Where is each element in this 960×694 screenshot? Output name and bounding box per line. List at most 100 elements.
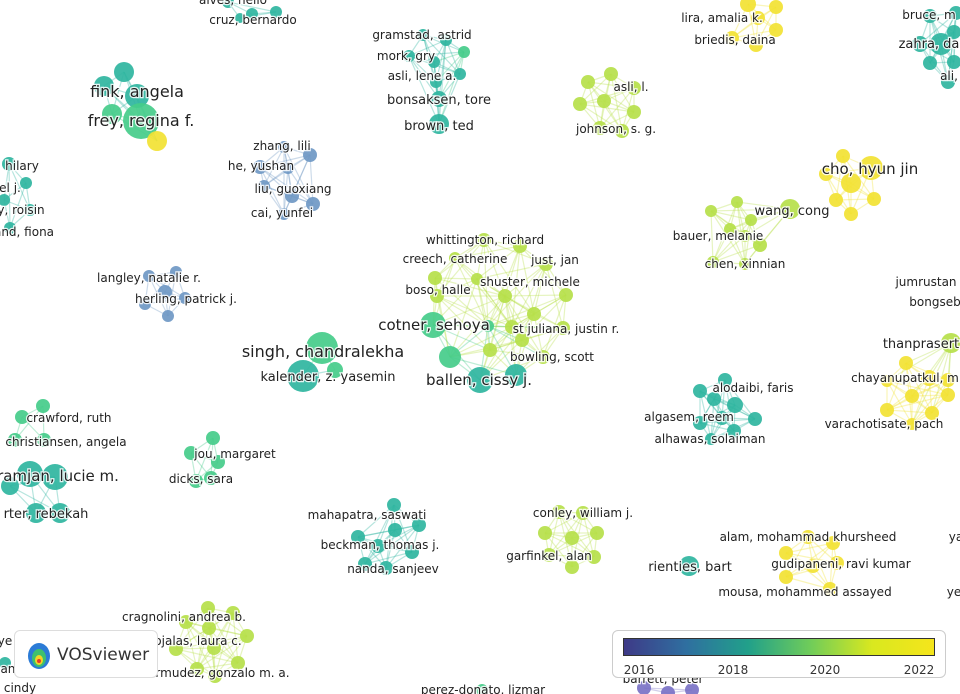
author-label[interactable]: singh, chandralekha [241, 341, 406, 363]
author-node[interactable] [179, 615, 193, 629]
author-node[interactable] [739, 230, 751, 242]
author-node[interactable] [881, 375, 893, 387]
author-node[interactable] [826, 536, 840, 550]
author-node[interactable] [627, 105, 641, 119]
author-label[interactable]: ballen, cissy j. [425, 370, 533, 391]
author-node[interactable] [859, 156, 883, 180]
author-node[interactable] [206, 431, 220, 445]
author-label[interactable]: cho, hyun jin [821, 159, 920, 180]
author-node[interactable] [258, 180, 270, 192]
author-node[interactable] [925, 406, 939, 420]
author-label[interactable]: thanprasert [882, 336, 960, 354]
author-node[interactable] [184, 446, 198, 460]
author-node[interactable] [417, 29, 429, 41]
author-node[interactable] [905, 389, 919, 403]
author-node[interactable] [705, 205, 717, 217]
author-node[interactable] [17, 461, 43, 487]
author-node[interactable] [139, 298, 151, 310]
author-node[interactable] [930, 33, 952, 55]
author-node[interactable] [912, 36, 928, 52]
author-node[interactable] [823, 582, 837, 596]
author-node[interactable] [707, 256, 719, 268]
author-node[interactable] [565, 560, 579, 574]
author-label[interactable]: jou, margaret [192, 446, 277, 463]
author-node[interactable] [819, 167, 833, 181]
author-node[interactable] [941, 75, 955, 89]
author-label[interactable]: ye [946, 584, 960, 601]
author-node[interactable] [685, 683, 699, 694]
author-label[interactable]: mork, gry [376, 48, 437, 65]
author-node[interactable] [573, 97, 587, 111]
author-label[interactable]: boso, halle [404, 282, 472, 299]
author-label[interactable]: christiansen, angela [4, 434, 128, 451]
author-label[interactable]: cruz, bernardo [208, 12, 298, 29]
author-node[interactable] [201, 601, 215, 615]
author-node[interactable] [94, 76, 114, 96]
author-label[interactable]: langley, natalie r. [96, 270, 202, 287]
author-node[interactable] [745, 214, 757, 226]
author-node[interactable] [829, 193, 843, 207]
author-label[interactable]: cindy [3, 680, 38, 694]
author-node[interactable] [42, 464, 68, 490]
author-node[interactable] [751, 11, 765, 25]
author-label[interactable]: briedis, daina [693, 32, 777, 49]
author-node[interactable] [806, 559, 820, 573]
author-label[interactable]: nanda, sanjeev [346, 561, 440, 578]
author-node[interactable] [748, 412, 762, 426]
author-node[interactable] [231, 656, 245, 670]
author-node[interactable] [779, 570, 793, 584]
author-node[interactable] [36, 399, 50, 413]
author-node[interactable] [947, 55, 960, 69]
author-node[interactable] [387, 498, 401, 512]
author-label[interactable]: algasem, reem [643, 409, 735, 426]
author-node[interactable] [727, 424, 741, 438]
author-label[interactable]: chayanupatkul, m [850, 370, 960, 387]
author-node[interactable] [482, 320, 494, 332]
author-label[interactable]: kalender, z. yasemin [259, 369, 397, 387]
author-node[interactable] [923, 9, 937, 23]
author-node[interactable] [179, 292, 191, 304]
author-node[interactable] [739, 258, 751, 270]
author-label[interactable]: just, jan [529, 252, 580, 269]
author-node[interactable] [162, 310, 174, 322]
author-node[interactable] [429, 114, 449, 134]
author-node[interactable] [147, 131, 167, 151]
author-node[interactable] [538, 526, 552, 540]
author-node[interactable] [26, 503, 46, 523]
author-node[interactable] [941, 333, 960, 353]
author-node[interactable] [559, 288, 573, 302]
author-node[interactable] [661, 686, 675, 694]
author-node[interactable] [278, 141, 290, 153]
author-node[interactable] [740, 0, 756, 12]
author-node[interactable] [718, 373, 732, 387]
author-node[interactable] [731, 196, 743, 208]
author-node[interactable] [947, 25, 960, 39]
author-node[interactable] [769, 23, 783, 37]
author-node[interactable] [841, 173, 861, 193]
author-node[interactable] [1, 477, 19, 495]
author-node[interactable] [779, 546, 793, 560]
author-label[interactable]: rter, rebekah [2, 506, 89, 524]
author-node[interactable] [899, 356, 913, 370]
author-label[interactable]: bowling, scott [509, 349, 596, 366]
author-node[interactable] [867, 192, 881, 206]
author-node[interactable] [539, 257, 553, 271]
author-label[interactable]: shuster, michele [479, 274, 581, 291]
author-node[interactable] [836, 149, 850, 163]
author-label[interactable]: ramjan, lucie m. [0, 466, 120, 487]
author-node[interactable] [941, 388, 955, 402]
author-node[interactable] [556, 321, 570, 335]
author-node[interactable] [513, 239, 527, 253]
author-node[interactable] [207, 641, 221, 655]
author-node[interactable] [880, 403, 894, 417]
author-node[interactable] [565, 531, 579, 545]
author-node[interactable] [202, 621, 216, 635]
author-node[interactable] [440, 34, 452, 46]
author-label[interactable]: herling, patrick j. [134, 291, 238, 308]
author-label[interactable]: asli, lene a. [386, 68, 457, 85]
author-label[interactable]: creech, catherine [401, 251, 508, 268]
author-label[interactable]: ya [948, 529, 960, 546]
author-node[interactable] [458, 46, 470, 58]
author-node[interactable] [467, 367, 493, 393]
author-node[interactable] [604, 67, 618, 81]
